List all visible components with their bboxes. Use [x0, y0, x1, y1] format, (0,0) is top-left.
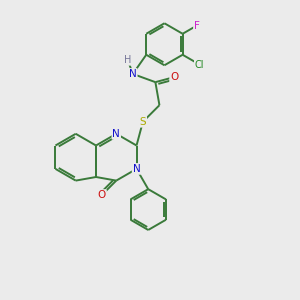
Text: N: N — [112, 129, 120, 139]
Text: S: S — [140, 117, 146, 127]
Text: H: H — [124, 55, 131, 65]
Text: O: O — [98, 190, 106, 200]
Text: N: N — [133, 164, 140, 174]
Text: N: N — [129, 69, 137, 79]
Text: F: F — [194, 20, 200, 31]
Text: O: O — [170, 72, 178, 82]
Text: Cl: Cl — [195, 59, 204, 70]
